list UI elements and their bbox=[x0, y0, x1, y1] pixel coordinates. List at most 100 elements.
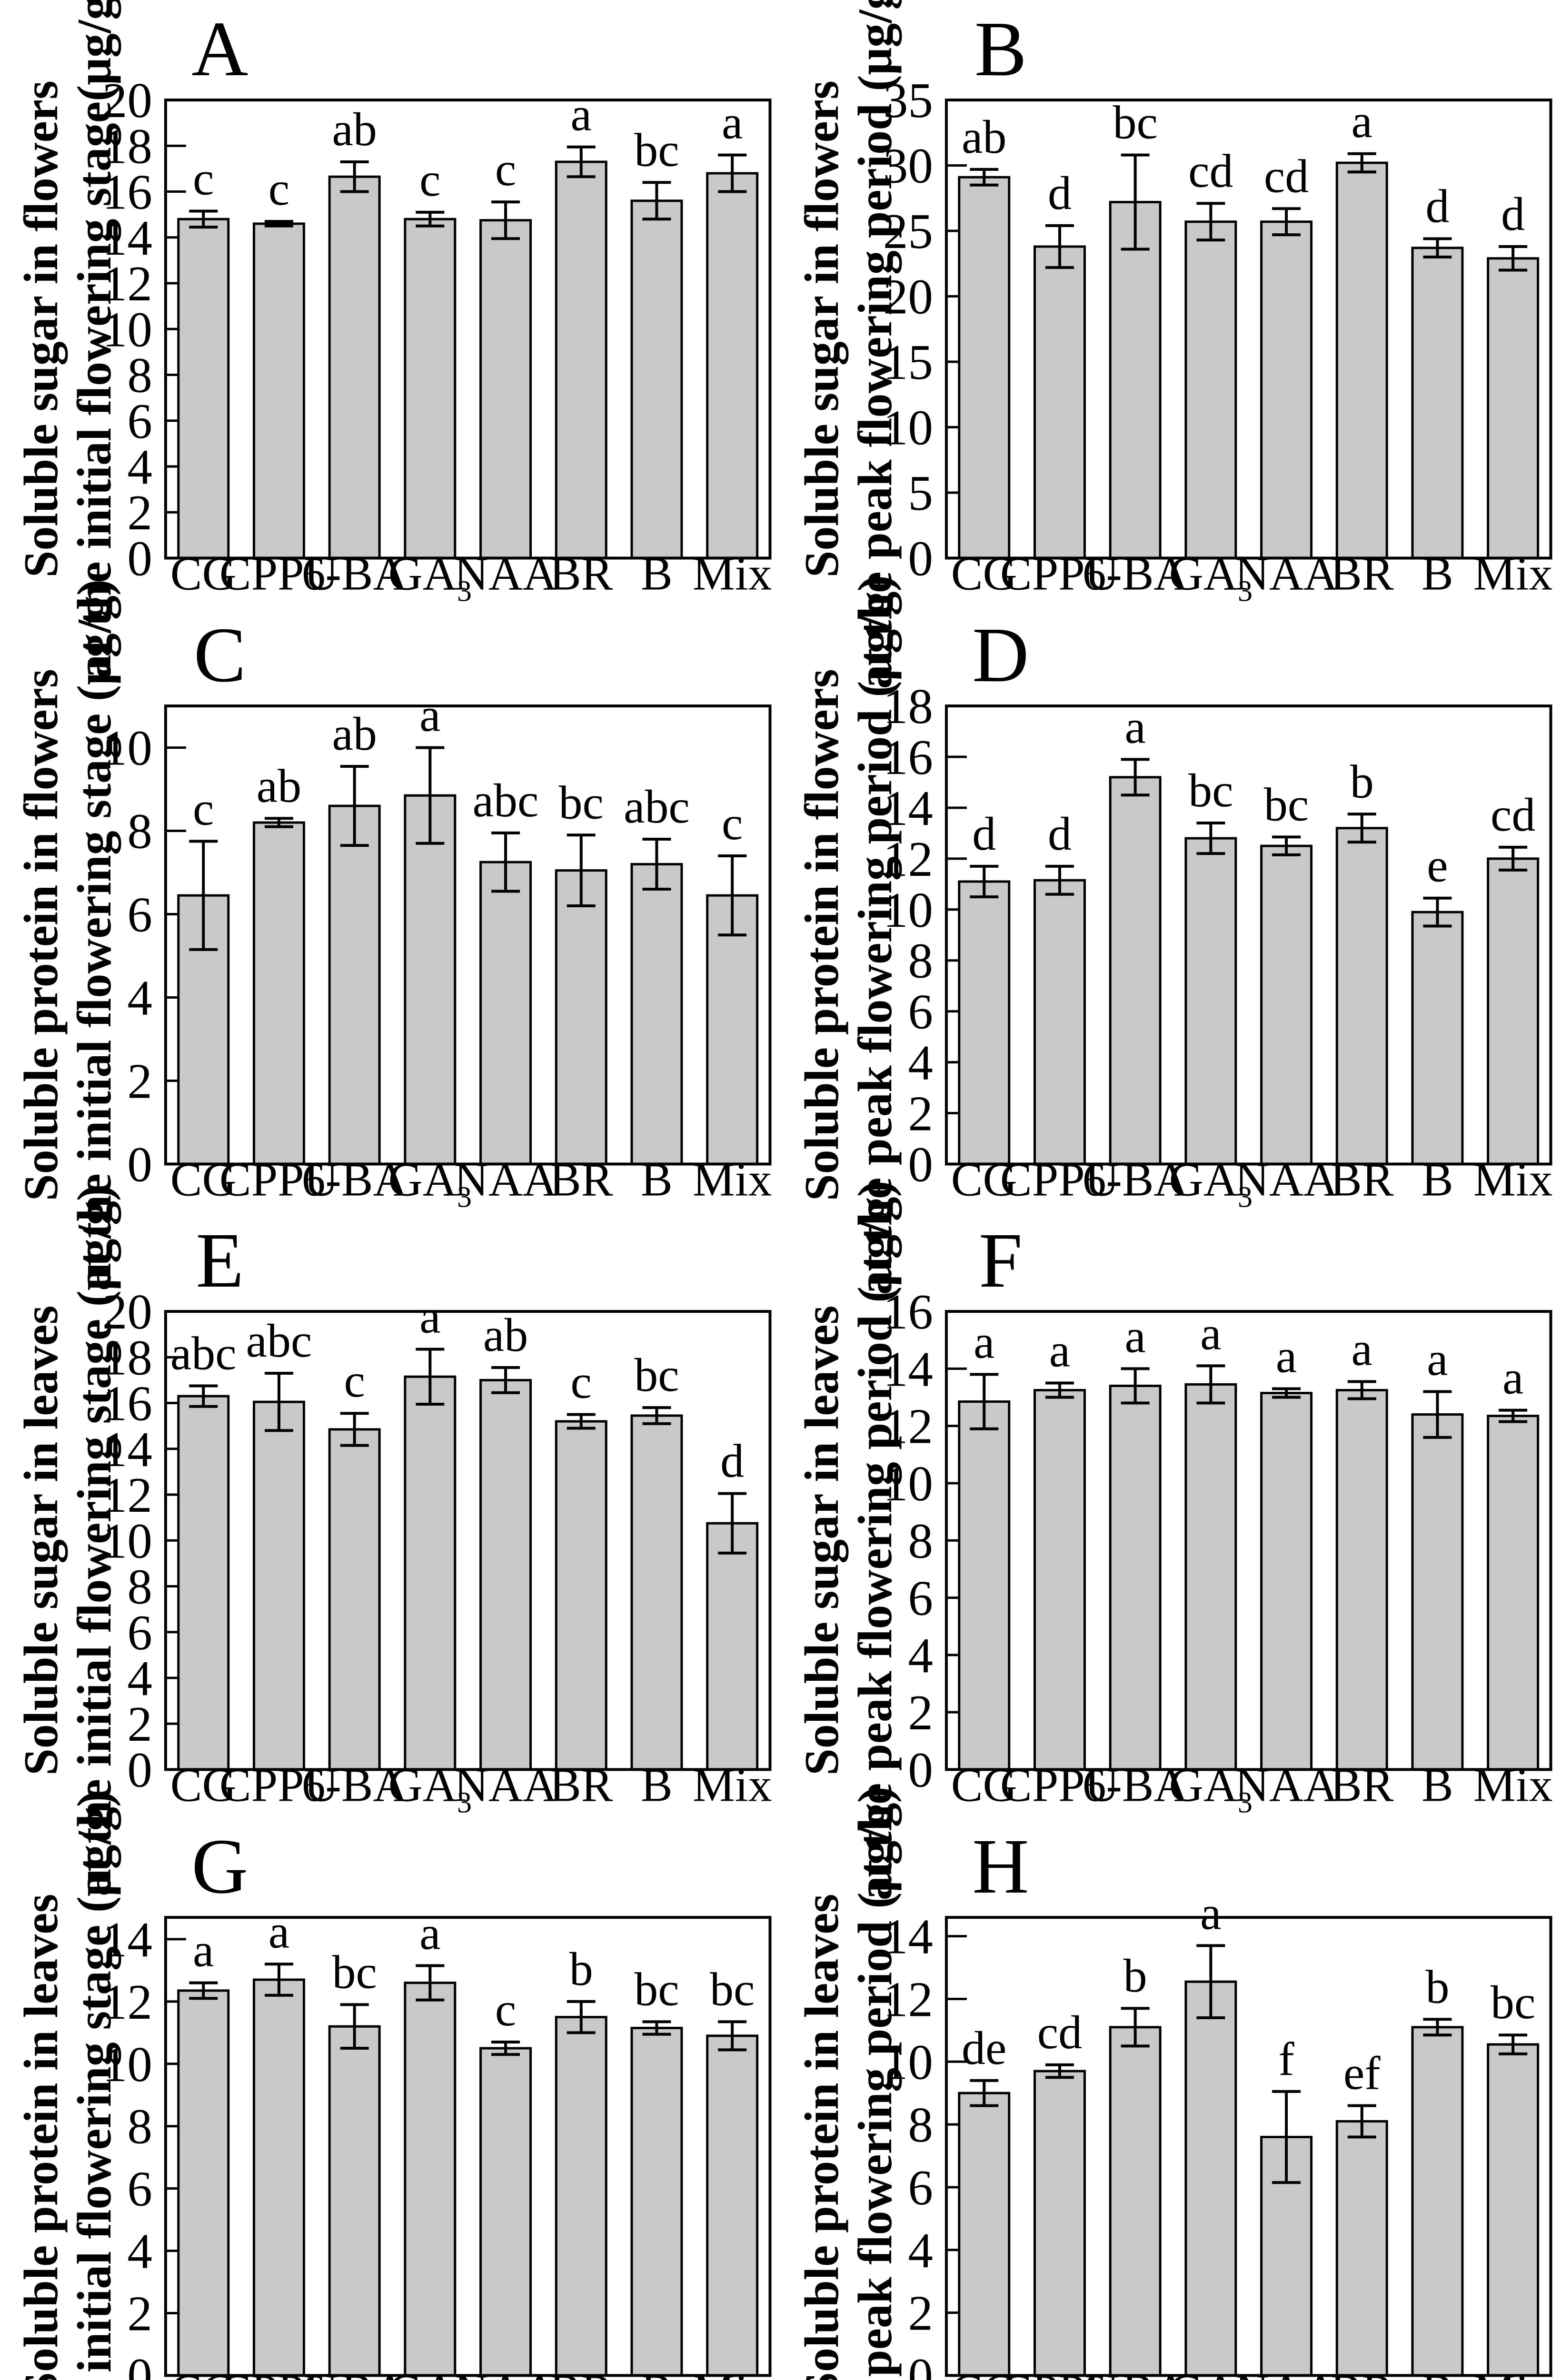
bar bbox=[252, 1978, 305, 2377]
x-category-label: 6-BA bbox=[1082, 1153, 1188, 1206]
x-category-label: CPPU bbox=[1000, 2364, 1119, 2380]
panel-H-chart: H Soluble protein in leaves at the peak fl… bbox=[795, 1786, 1552, 2380]
significance-letter: cd bbox=[1188, 144, 1233, 197]
significance-letter: abc bbox=[473, 774, 539, 826]
bar bbox=[252, 1400, 305, 1771]
significance-letter: c bbox=[193, 152, 214, 205]
x-category-label: Mix bbox=[693, 1758, 772, 1811]
y-tick-label: 16 bbox=[883, 729, 933, 784]
y-tick-label: 12 bbox=[883, 831, 933, 886]
x-category-label: BR bbox=[549, 1758, 613, 1811]
significance-letter: ef bbox=[1343, 2046, 1380, 2099]
y-tick-label: 5 bbox=[908, 465, 933, 521]
significance-letter: c bbox=[193, 782, 214, 835]
significance-letter: c bbox=[571, 1356, 592, 1408]
y-tick-label: 0 bbox=[908, 1136, 933, 1192]
panel-letter: D bbox=[972, 611, 1029, 698]
significance-letter: a bbox=[1124, 1309, 1145, 1362]
x-category-label: NAA bbox=[454, 547, 557, 600]
bar bbox=[1260, 1392, 1312, 1771]
panel-letter: G bbox=[191, 1823, 248, 1910]
bar bbox=[177, 218, 230, 559]
significance-letter: abc bbox=[246, 1314, 312, 1367]
panel-D-chart: D Soluble protein in flowers at the peak f… bbox=[795, 575, 1552, 1295]
significance-letter: d bbox=[1047, 167, 1071, 219]
x-category-label: CPPU bbox=[219, 1758, 338, 1811]
significance-letter: c bbox=[495, 143, 516, 196]
y-axis-title-line1: Soluble sugar in leaves bbox=[14, 1306, 68, 1775]
x-category-label: GA3 bbox=[1169, 1758, 1252, 1819]
y-axis-title-line1: Soluble sugar in leaves bbox=[795, 1306, 848, 1775]
y-tick-label: 0 bbox=[908, 530, 933, 586]
x-category-label: Mix bbox=[1473, 547, 1552, 600]
significance-letter: bc bbox=[634, 1349, 679, 1401]
y-tick-label: 8 bbox=[127, 803, 152, 859]
significance-letter: bc bbox=[634, 123, 679, 176]
panel-G-chart: G Soluble protein in leaves at the initial… bbox=[14, 1790, 772, 2380]
y-tick-label: 12 bbox=[102, 256, 152, 311]
x-category-label: Mix bbox=[1473, 1153, 1552, 1206]
axis-box bbox=[945, 704, 1552, 1165]
x-category-label: Mix bbox=[693, 1153, 772, 1206]
y-tick-label: 0 bbox=[908, 1742, 933, 1797]
y-tick-label: 12 bbox=[102, 1467, 152, 1523]
significance-letter: bc bbox=[710, 1963, 755, 2015]
bar bbox=[1486, 257, 1539, 559]
x-category-label: CG bbox=[951, 1758, 1017, 1811]
bar bbox=[404, 1375, 457, 1771]
bar bbox=[555, 1420, 607, 1771]
significance-letter: a bbox=[1351, 1322, 1372, 1375]
bar bbox=[706, 172, 759, 559]
significance-letter: d bbox=[1047, 807, 1071, 860]
x-category-label: GA3 bbox=[388, 1758, 472, 1819]
x-category-label: BR bbox=[549, 547, 613, 600]
x-category-label: 6-BA bbox=[1082, 547, 1188, 600]
bar bbox=[1033, 245, 1086, 559]
bar bbox=[555, 160, 607, 559]
significance-letter: ab bbox=[483, 1309, 528, 1361]
axis-box bbox=[164, 99, 772, 560]
bar bbox=[1335, 1388, 1388, 1771]
significance-letter: a bbox=[419, 688, 440, 741]
y-tick-label: 0 bbox=[127, 2348, 152, 2380]
bar bbox=[1033, 2070, 1086, 2377]
x-category-label: CG bbox=[170, 1153, 237, 1206]
bar bbox=[1486, 2043, 1539, 2377]
bar bbox=[706, 2034, 759, 2377]
y-tick-label: 4 bbox=[908, 1627, 933, 1683]
y-axis-title-line1: Soluble protein in leaves bbox=[795, 1894, 848, 2380]
y-tick-label: 4 bbox=[127, 2223, 152, 2279]
significance-letter: c bbox=[344, 1354, 365, 1407]
x-category-label: B bbox=[1422, 547, 1453, 600]
x-category-label: BR bbox=[1330, 547, 1394, 600]
x-category-label: BR bbox=[1330, 1153, 1394, 1206]
significance-letter: cd bbox=[1490, 788, 1535, 841]
bar bbox=[479, 1378, 532, 1771]
y-tick-label: 14 bbox=[883, 1908, 933, 1964]
panel-letter: H bbox=[972, 1823, 1029, 1910]
panel-letter: E bbox=[196, 1217, 244, 1304]
x-category-label: CG bbox=[951, 1153, 1017, 1206]
y-tick-label: 10 bbox=[883, 882, 933, 937]
significance-letter: b bbox=[569, 1942, 593, 1995]
x-category-label: CPPU bbox=[1000, 1758, 1119, 1811]
x-category-label: CPPU bbox=[219, 2364, 338, 2380]
significance-letter: a bbox=[419, 1906, 440, 1959]
x-category-label: B bbox=[1422, 1153, 1453, 1206]
significance-letter: a bbox=[1124, 700, 1145, 753]
x-category-label: Mix bbox=[693, 547, 772, 600]
y-axis-title-line2: at the initial flowering stage (μg/g) bbox=[68, 1790, 121, 2380]
bar bbox=[1486, 857, 1539, 1165]
bar bbox=[1184, 1383, 1237, 1771]
y-tick-label: 0 bbox=[127, 1742, 152, 1797]
y-tick-label: 8 bbox=[127, 2098, 152, 2154]
x-category-label: NAA bbox=[1234, 1153, 1338, 1206]
bar bbox=[252, 222, 305, 559]
axis-box bbox=[945, 1915, 1552, 2377]
axis-box bbox=[945, 1310, 1552, 1771]
bar bbox=[957, 2092, 1010, 2377]
y-axis-title-line2: at the initial flowering stage(μg/g) bbox=[68, 0, 121, 679]
bar bbox=[1109, 2025, 1162, 2377]
bar bbox=[1486, 1415, 1539, 1771]
y-tick-label: 14 bbox=[883, 1341, 933, 1397]
